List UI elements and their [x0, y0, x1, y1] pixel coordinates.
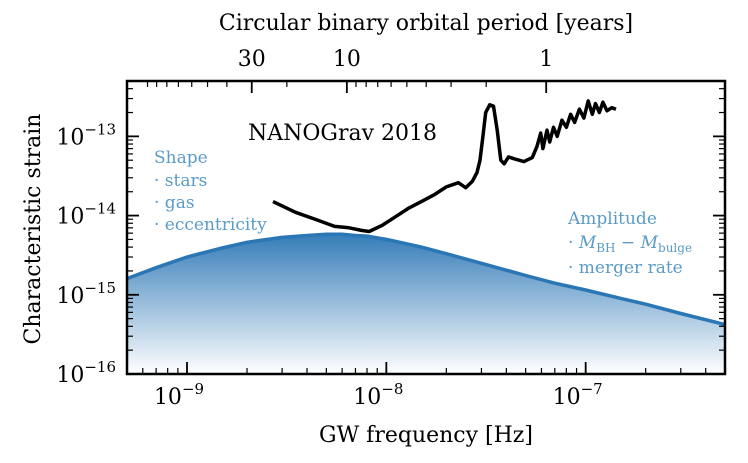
x-tick-label-1: 10−8	[353, 380, 403, 410]
amp-m2: M	[640, 233, 659, 253]
amplitude-title: Amplitude	[567, 209, 657, 229]
top-tick-label-0: 30	[238, 47, 266, 72]
y-tick-label-1: 10−15	[56, 279, 116, 309]
x-tick-label-2: 10−7	[553, 380, 603, 410]
amp-minus: −	[616, 233, 641, 253]
nanograv-label: NANOGrav 2018	[248, 121, 437, 146]
x-axis-title: GW frequency [Hz]	[319, 423, 533, 448]
amplitude-item-mass-relation: · MBH − Mbulge	[568, 233, 692, 255]
top-axis-title: Circular binary orbital period [years]	[219, 11, 633, 36]
amp-m1: M	[578, 233, 597, 253]
plot-frame	[125, 79, 727, 376]
amp-prefix: ·	[568, 233, 579, 253]
top-tick-label-1: 10	[333, 47, 361, 72]
shape-item-eccentricity: · eccentricity	[154, 215, 267, 235]
amplitude-item-merger-rate: · merger rate	[568, 258, 683, 278]
nanograv-sensitivity-curve	[272, 99, 617, 234]
y-tick-label-2: 10−14	[56, 200, 116, 230]
shape-item-stars: · stars	[154, 171, 207, 191]
top-tick-label-2: 1	[539, 47, 553, 72]
y-axis-title: Characteristic strain	[21, 114, 46, 345]
shape-title: Shape	[154, 148, 208, 168]
amplitude-annotation: Amplitude · MBH − Mbulge · merger rate	[567, 209, 692, 278]
amp-m1-sub: BH	[596, 241, 615, 255]
y-tick-label-0: 10−16	[56, 358, 116, 388]
y-tick-label-3: 10−13	[56, 120, 116, 150]
amp-m2-sub: bulge	[658, 241, 692, 255]
shape-item-gas: · gas	[154, 193, 195, 213]
x-tick-label-0: 10−9	[154, 380, 204, 410]
background-curve	[127, 232, 725, 327]
shape-annotation: Shape · stars · gas · eccentricity	[154, 148, 267, 235]
background-fill-area	[127, 234, 725, 374]
